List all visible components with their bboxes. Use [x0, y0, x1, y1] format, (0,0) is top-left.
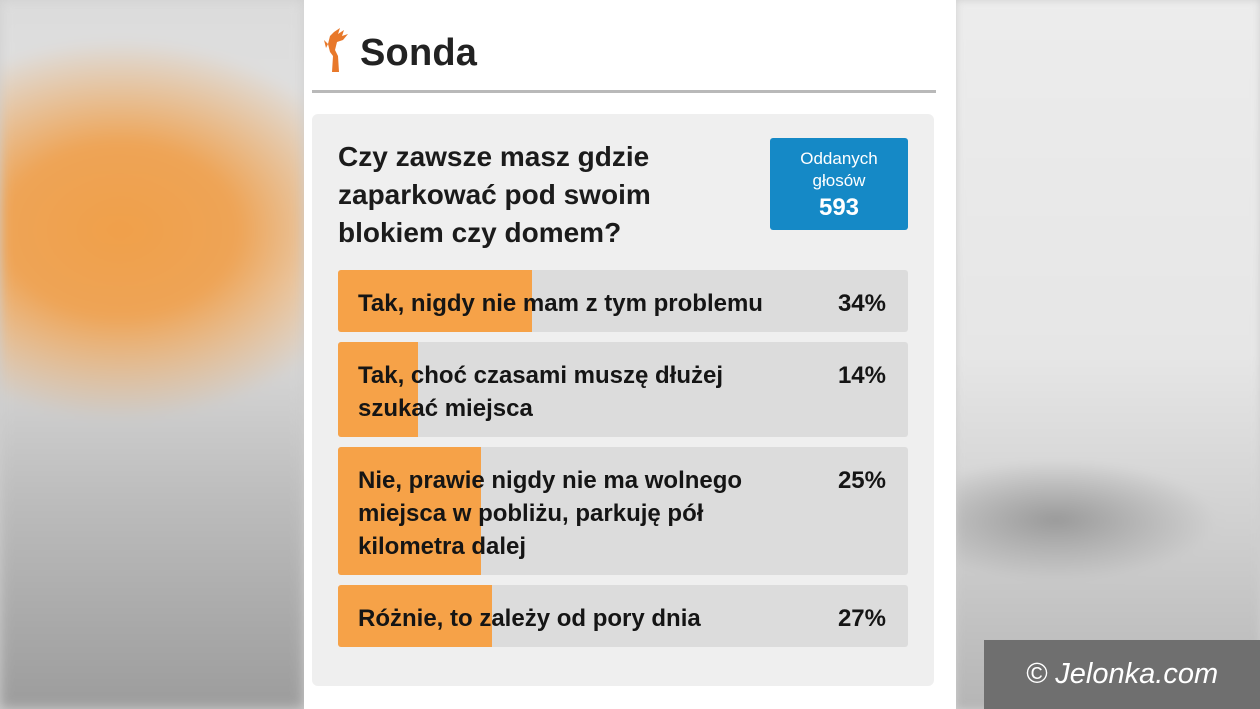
poll-header: Sonda: [312, 20, 936, 93]
answer-percent: 27%: [837, 605, 886, 632]
poll-answer[interactable]: Różnie, to zależy od pory dnia 27%: [338, 585, 908, 647]
page-title: Sonda: [360, 32, 478, 74]
deer-icon: [324, 28, 348, 72]
answer-bar-fill: [338, 270, 532, 332]
blurred-background-left: [0, 0, 304, 709]
poll-box: Czy zawsze masz gdzie zaparkować pod swo…: [312, 114, 934, 686]
copyright-watermark: © Jelonka.com: [984, 640, 1260, 709]
answer-bar-fill: [338, 342, 418, 437]
votes-count: 593: [818, 194, 860, 221]
poll-answers: Tak, nigdy nie mam z tym problemu 34% Ta…: [338, 270, 908, 657]
answer-percent: 25%: [837, 467, 886, 494]
answer-label: Tak, nigdy nie mam z tym problemu: [358, 290, 763, 317]
answer-label: Tak, choć czasami muszę dłużej szukać mi…: [358, 362, 724, 422]
answer-label: Nie, prawie nigdy nie ma wolnego miejsca…: [358, 467, 743, 560]
answer-percent: 34%: [837, 290, 886, 317]
answer-percent: 14%: [837, 362, 886, 389]
answer-bar-fill: [338, 447, 481, 575]
votes-badge: Oddanych głosów 593: [770, 138, 908, 230]
poll-answer[interactable]: Nie, prawie nigdy nie ma wolnego miejsca…: [338, 447, 908, 575]
poll-widget-page: Sonda Czy zawsze masz gdzie zaparkować p…: [304, 0, 956, 709]
answer-label: Różnie, to zależy od pory dnia: [358, 605, 701, 632]
poll-answer[interactable]: Tak, choć czasami muszę dłużej szukać mi…: [338, 342, 908, 437]
answer-bar-fill: [338, 585, 492, 647]
votes-label: Oddanych głosów: [800, 149, 878, 190]
poll-question: Czy zawsze masz gdzie zaparkować pod swo…: [338, 141, 651, 248]
poll-answer[interactable]: Tak, nigdy nie mam z tym problemu 34%: [338, 270, 908, 332]
blurred-background-right: [956, 0, 1260, 709]
